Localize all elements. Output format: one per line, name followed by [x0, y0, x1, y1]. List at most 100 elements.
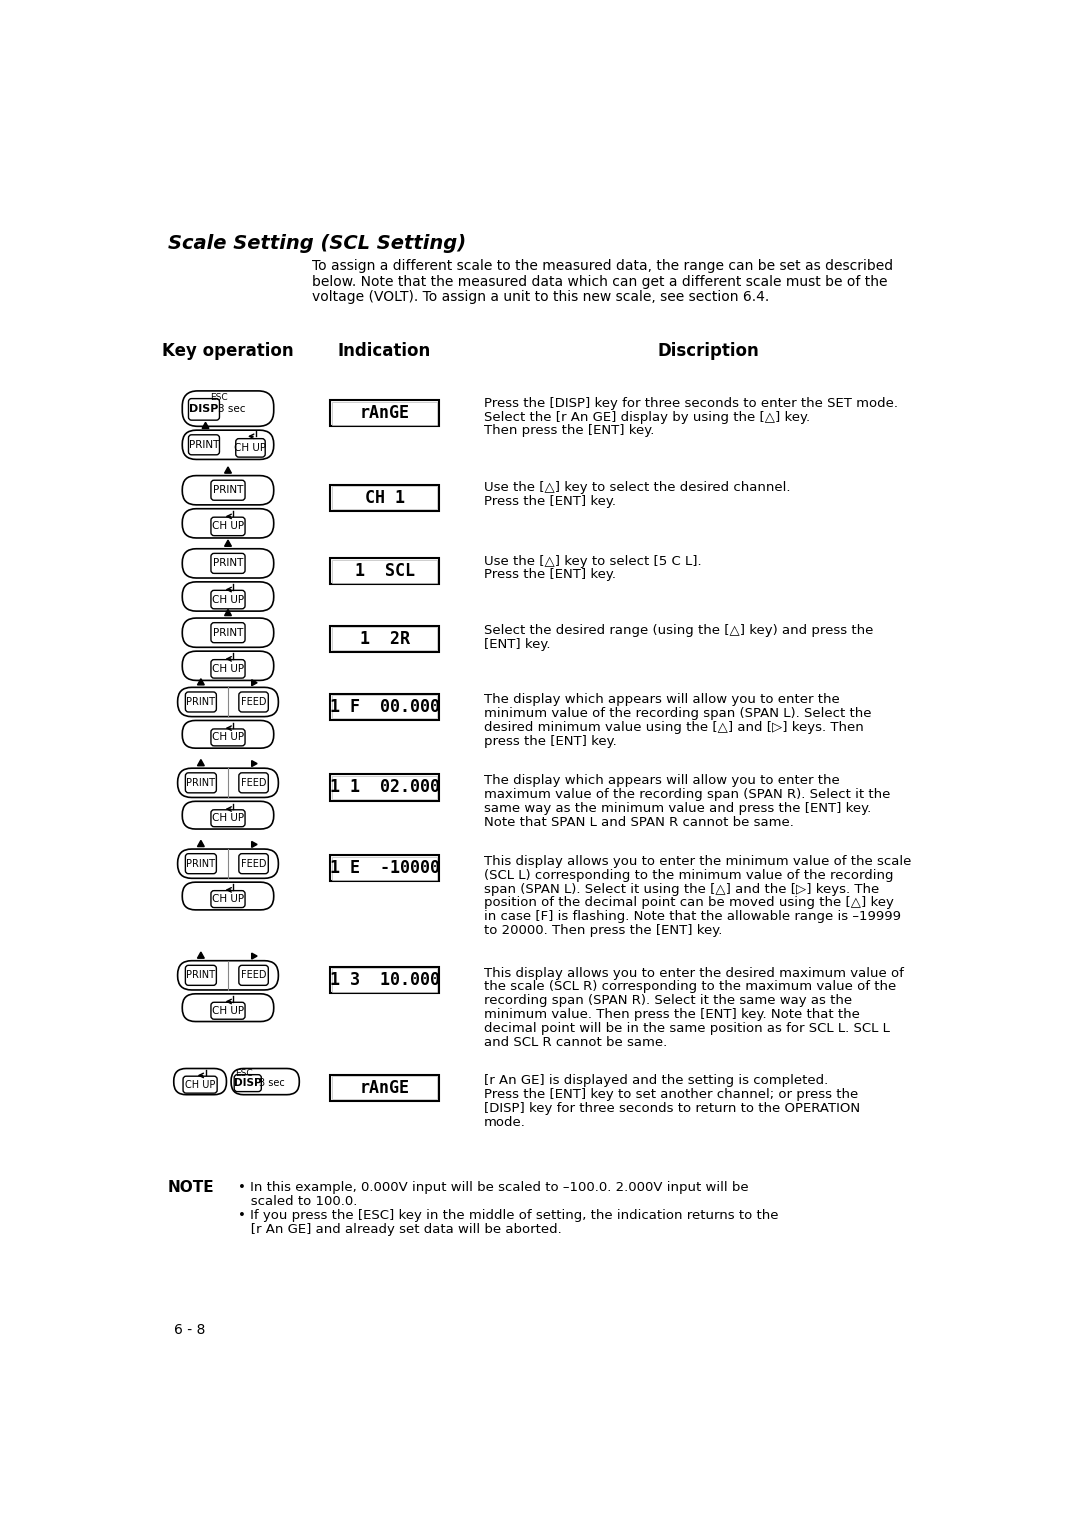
Text: mode.: mode. [484, 1116, 526, 1128]
Text: NOTE: NOTE [167, 1180, 214, 1196]
FancyBboxPatch shape [239, 692, 268, 712]
Text: Then press the [ENT] key.: Then press the [ENT] key. [484, 424, 654, 438]
Polygon shape [225, 610, 231, 616]
FancyBboxPatch shape [189, 435, 219, 454]
Text: The display which appears will allow you to enter the: The display which appears will allow you… [484, 694, 839, 706]
Text: rAnGE: rAnGE [360, 1078, 409, 1096]
FancyBboxPatch shape [211, 729, 245, 746]
Text: ESC: ESC [234, 1069, 253, 1078]
FancyBboxPatch shape [174, 1069, 227, 1095]
FancyBboxPatch shape [211, 517, 245, 535]
FancyBboxPatch shape [177, 849, 279, 878]
Polygon shape [198, 840, 204, 846]
Text: same way as the minimum value and press the [ENT] key.: same way as the minimum value and press … [484, 802, 870, 814]
Text: Press the [ENT] key.: Press the [ENT] key. [484, 569, 616, 581]
Text: FEED: FEED [241, 697, 267, 708]
FancyBboxPatch shape [235, 439, 266, 458]
Text: [r An GE] and already set data will be aborted.: [r An GE] and already set data will be a… [238, 1223, 562, 1235]
Text: 1 3  10.000: 1 3 10.000 [329, 971, 440, 988]
Bar [330, 694, 438, 720]
FancyBboxPatch shape [211, 590, 245, 608]
Text: PRINT: PRINT [187, 970, 215, 981]
FancyBboxPatch shape [211, 480, 245, 500]
Text: 6 - 8: 6 - 8 [174, 1324, 205, 1337]
Text: Key operation: Key operation [162, 342, 294, 360]
Text: maximum value of the recording span (SPAN R). Select it the: maximum value of the recording span (SPA… [484, 788, 890, 801]
Text: press the [ENT] key.: press the [ENT] key. [484, 735, 617, 747]
Bar [332, 560, 437, 583]
FancyBboxPatch shape [189, 398, 219, 421]
Text: Use the [△] key to select the desired channel.: Use the [△] key to select the desired ch… [484, 482, 791, 494]
Text: FEED: FEED [241, 970, 267, 981]
Bar [330, 558, 438, 584]
FancyBboxPatch shape [211, 622, 245, 642]
Text: voltage (VOLT). To assign a unit to this new scale, see section 6.4.: voltage (VOLT). To assign a unit to this… [312, 290, 769, 303]
Text: DISP: DISP [234, 1078, 261, 1089]
FancyBboxPatch shape [183, 476, 273, 505]
Text: • If you press the [ESC] key in the middle of setting, the indication returns to: • If you press the [ESC] key in the midd… [238, 1209, 779, 1222]
Text: Scale Setting (SCL Setting): Scale Setting (SCL Setting) [167, 233, 465, 253]
FancyBboxPatch shape [183, 549, 273, 578]
FancyBboxPatch shape [211, 554, 245, 573]
FancyBboxPatch shape [239, 854, 268, 874]
Text: below. Note that the measured data which can get a different scale must be of th: below. Note that the measured data which… [312, 274, 887, 288]
Polygon shape [198, 759, 204, 766]
FancyBboxPatch shape [183, 618, 273, 647]
Text: 1 F  00.000: 1 F 00.000 [329, 697, 440, 715]
Text: position of the decimal point can be moved using the [△] key: position of the decimal point can be mov… [484, 897, 893, 909]
Text: PRINT: PRINT [187, 859, 215, 869]
FancyBboxPatch shape [211, 891, 245, 907]
FancyBboxPatch shape [183, 430, 273, 459]
FancyBboxPatch shape [239, 773, 268, 793]
Polygon shape [252, 680, 257, 686]
Text: The display which appears will allow you to enter the: The display which appears will allow you… [484, 775, 839, 787]
Text: CH UP: CH UP [185, 1080, 215, 1090]
Text: This display allows you to enter the desired maximum value of: This display allows you to enter the des… [484, 967, 904, 979]
Bar [332, 695, 437, 718]
Text: Press the [DISP] key for three seconds to enter the SET mode.: Press the [DISP] key for three seconds t… [484, 396, 897, 410]
Text: [r An GE] is displayed and the setting is completed.: [r An GE] is displayed and the setting i… [484, 1074, 828, 1087]
FancyBboxPatch shape [186, 965, 216, 985]
Text: Note that SPAN L and SPAN R cannot be same.: Note that SPAN L and SPAN R cannot be sa… [484, 816, 794, 828]
Text: 1  2R: 1 2R [360, 630, 409, 648]
Text: span (SPAN L). Select it using the [△] and the [▷] keys. The: span (SPAN L). Select it using the [△] a… [484, 883, 879, 895]
Text: FEED: FEED [241, 778, 267, 788]
Text: Press the [ENT] key.: Press the [ENT] key. [484, 496, 616, 508]
Text: and SCL R cannot be same.: and SCL R cannot be same. [484, 1035, 667, 1049]
FancyBboxPatch shape [231, 1069, 299, 1095]
FancyBboxPatch shape [211, 660, 245, 679]
Bar [330, 856, 438, 881]
Text: 1 E  -10000: 1 E -10000 [329, 859, 440, 877]
FancyBboxPatch shape [234, 1075, 261, 1092]
Polygon shape [225, 540, 231, 546]
FancyBboxPatch shape [186, 692, 216, 712]
Bar [330, 775, 438, 801]
Bar [332, 968, 437, 991]
Text: PRINT: PRINT [187, 778, 215, 788]
FancyBboxPatch shape [177, 688, 279, 717]
Text: Select the desired range (using the [△] key) and press the: Select the desired range (using the [△] … [484, 624, 873, 637]
Text: scaled to 100.0.: scaled to 100.0. [238, 1196, 357, 1208]
Text: CH UP: CH UP [212, 894, 244, 904]
Text: CH UP: CH UP [212, 522, 244, 531]
Text: [DISP] key for three seconds to return to the OPERATION: [DISP] key for three seconds to return t… [484, 1103, 860, 1115]
Text: PRINT: PRINT [213, 485, 243, 496]
Text: 1 1  02.000: 1 1 02.000 [329, 778, 440, 796]
Polygon shape [225, 467, 231, 473]
Polygon shape [252, 761, 257, 767]
Text: 3 sec: 3 sec [259, 1078, 285, 1089]
FancyBboxPatch shape [186, 854, 216, 874]
Text: [ENT] key.: [ENT] key. [484, 637, 550, 651]
FancyBboxPatch shape [177, 769, 279, 798]
Text: the scale (SCL R) corresponding to the maximum value of the: the scale (SCL R) corresponding to the m… [484, 981, 896, 993]
Text: ESC: ESC [210, 393, 228, 403]
Text: minimum value. Then press the [ENT] key. Note that the: minimum value. Then press the [ENT] key.… [484, 1008, 860, 1022]
FancyBboxPatch shape [211, 1002, 245, 1019]
Text: PRINT: PRINT [187, 697, 215, 708]
Text: CH UP: CH UP [212, 732, 244, 743]
Text: FEED: FEED [241, 859, 267, 869]
Text: CH UP: CH UP [212, 1006, 244, 1016]
Text: (SCL L) corresponding to the minimum value of the recording: (SCL L) corresponding to the minimum val… [484, 869, 893, 881]
FancyBboxPatch shape [183, 583, 273, 612]
Polygon shape [252, 953, 257, 959]
